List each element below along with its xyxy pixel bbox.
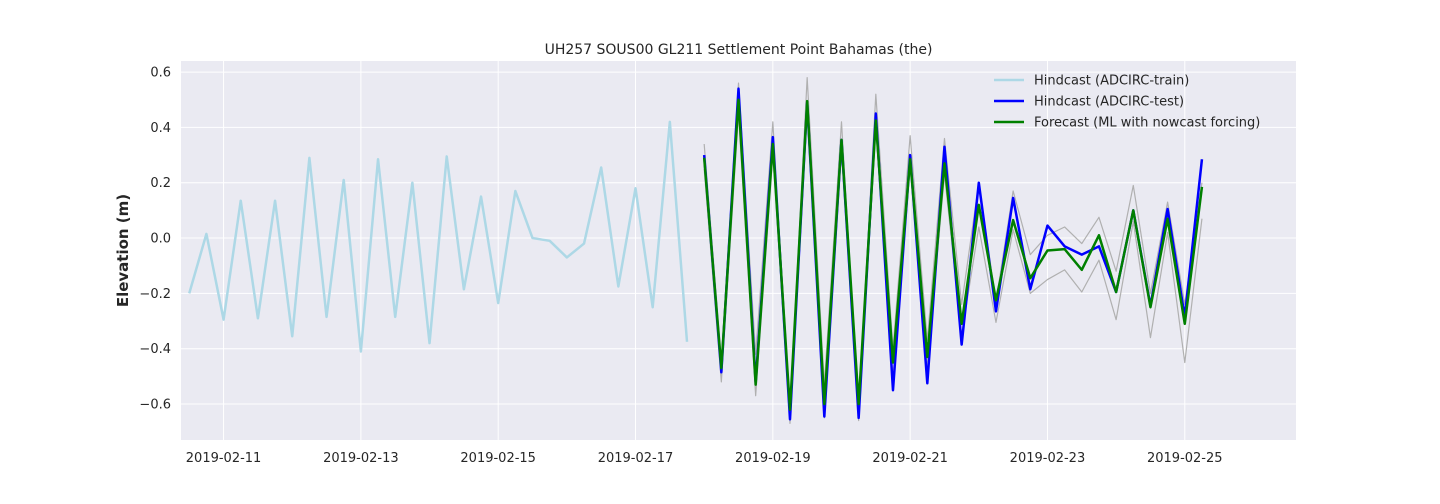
y-tick-label: −0.6 [139, 398, 171, 413]
series-line-forecast-ml-with-nowcast-forcing [702, 98, 1204, 411]
y-tick-label: −0.4 [139, 342, 171, 357]
x-tick-label: 2019-02-19 [735, 451, 811, 466]
x-tick-label: 2019-02-13 [323, 451, 399, 466]
series-line-hindcast-adcirc-train [188, 120, 689, 353]
x-tick-label: 2019-02-11 [186, 451, 262, 466]
x-tick-label: 2019-02-15 [460, 451, 536, 466]
chart-title: UH257 SOUS00 GL211 Settlement Point Baha… [545, 42, 933, 58]
y-tick-label: 0.0 [150, 232, 171, 247]
plot-area [181, 61, 1296, 440]
x-tick-label: 2019-02-17 [598, 451, 674, 466]
y-tick-label: 0.2 [150, 176, 171, 191]
grid-layer [181, 61, 1296, 440]
ticks-layer: 2019-02-11 2019-02-13 2019-02-15 2019-02-17… [139, 66, 1222, 466]
series-layer [188, 76, 1204, 424]
y-tick-label: −0.2 [139, 287, 171, 302]
x-tick-label: 2019-02-25 [1147, 451, 1223, 466]
x-tick-label: 2019-02-23 [1010, 451, 1086, 466]
x-tick-label: 2019-02-21 [872, 451, 948, 466]
y-axis-label: Elevation (m) [114, 194, 132, 307]
legend-label: Hindcast (ADCIRC-test) [1034, 95, 1184, 110]
legend-label: Forecast (ML with nowcast forcing) [1034, 116, 1260, 131]
legend: Hindcast (ADCIRC-train) Hindcast (ADCIRC-… [994, 74, 1260, 131]
y-tick-label: 0.6 [150, 66, 171, 81]
y-tick-label: 0.4 [150, 121, 171, 136]
legend-label: Hindcast (ADCIRC-train) [1034, 74, 1189, 89]
